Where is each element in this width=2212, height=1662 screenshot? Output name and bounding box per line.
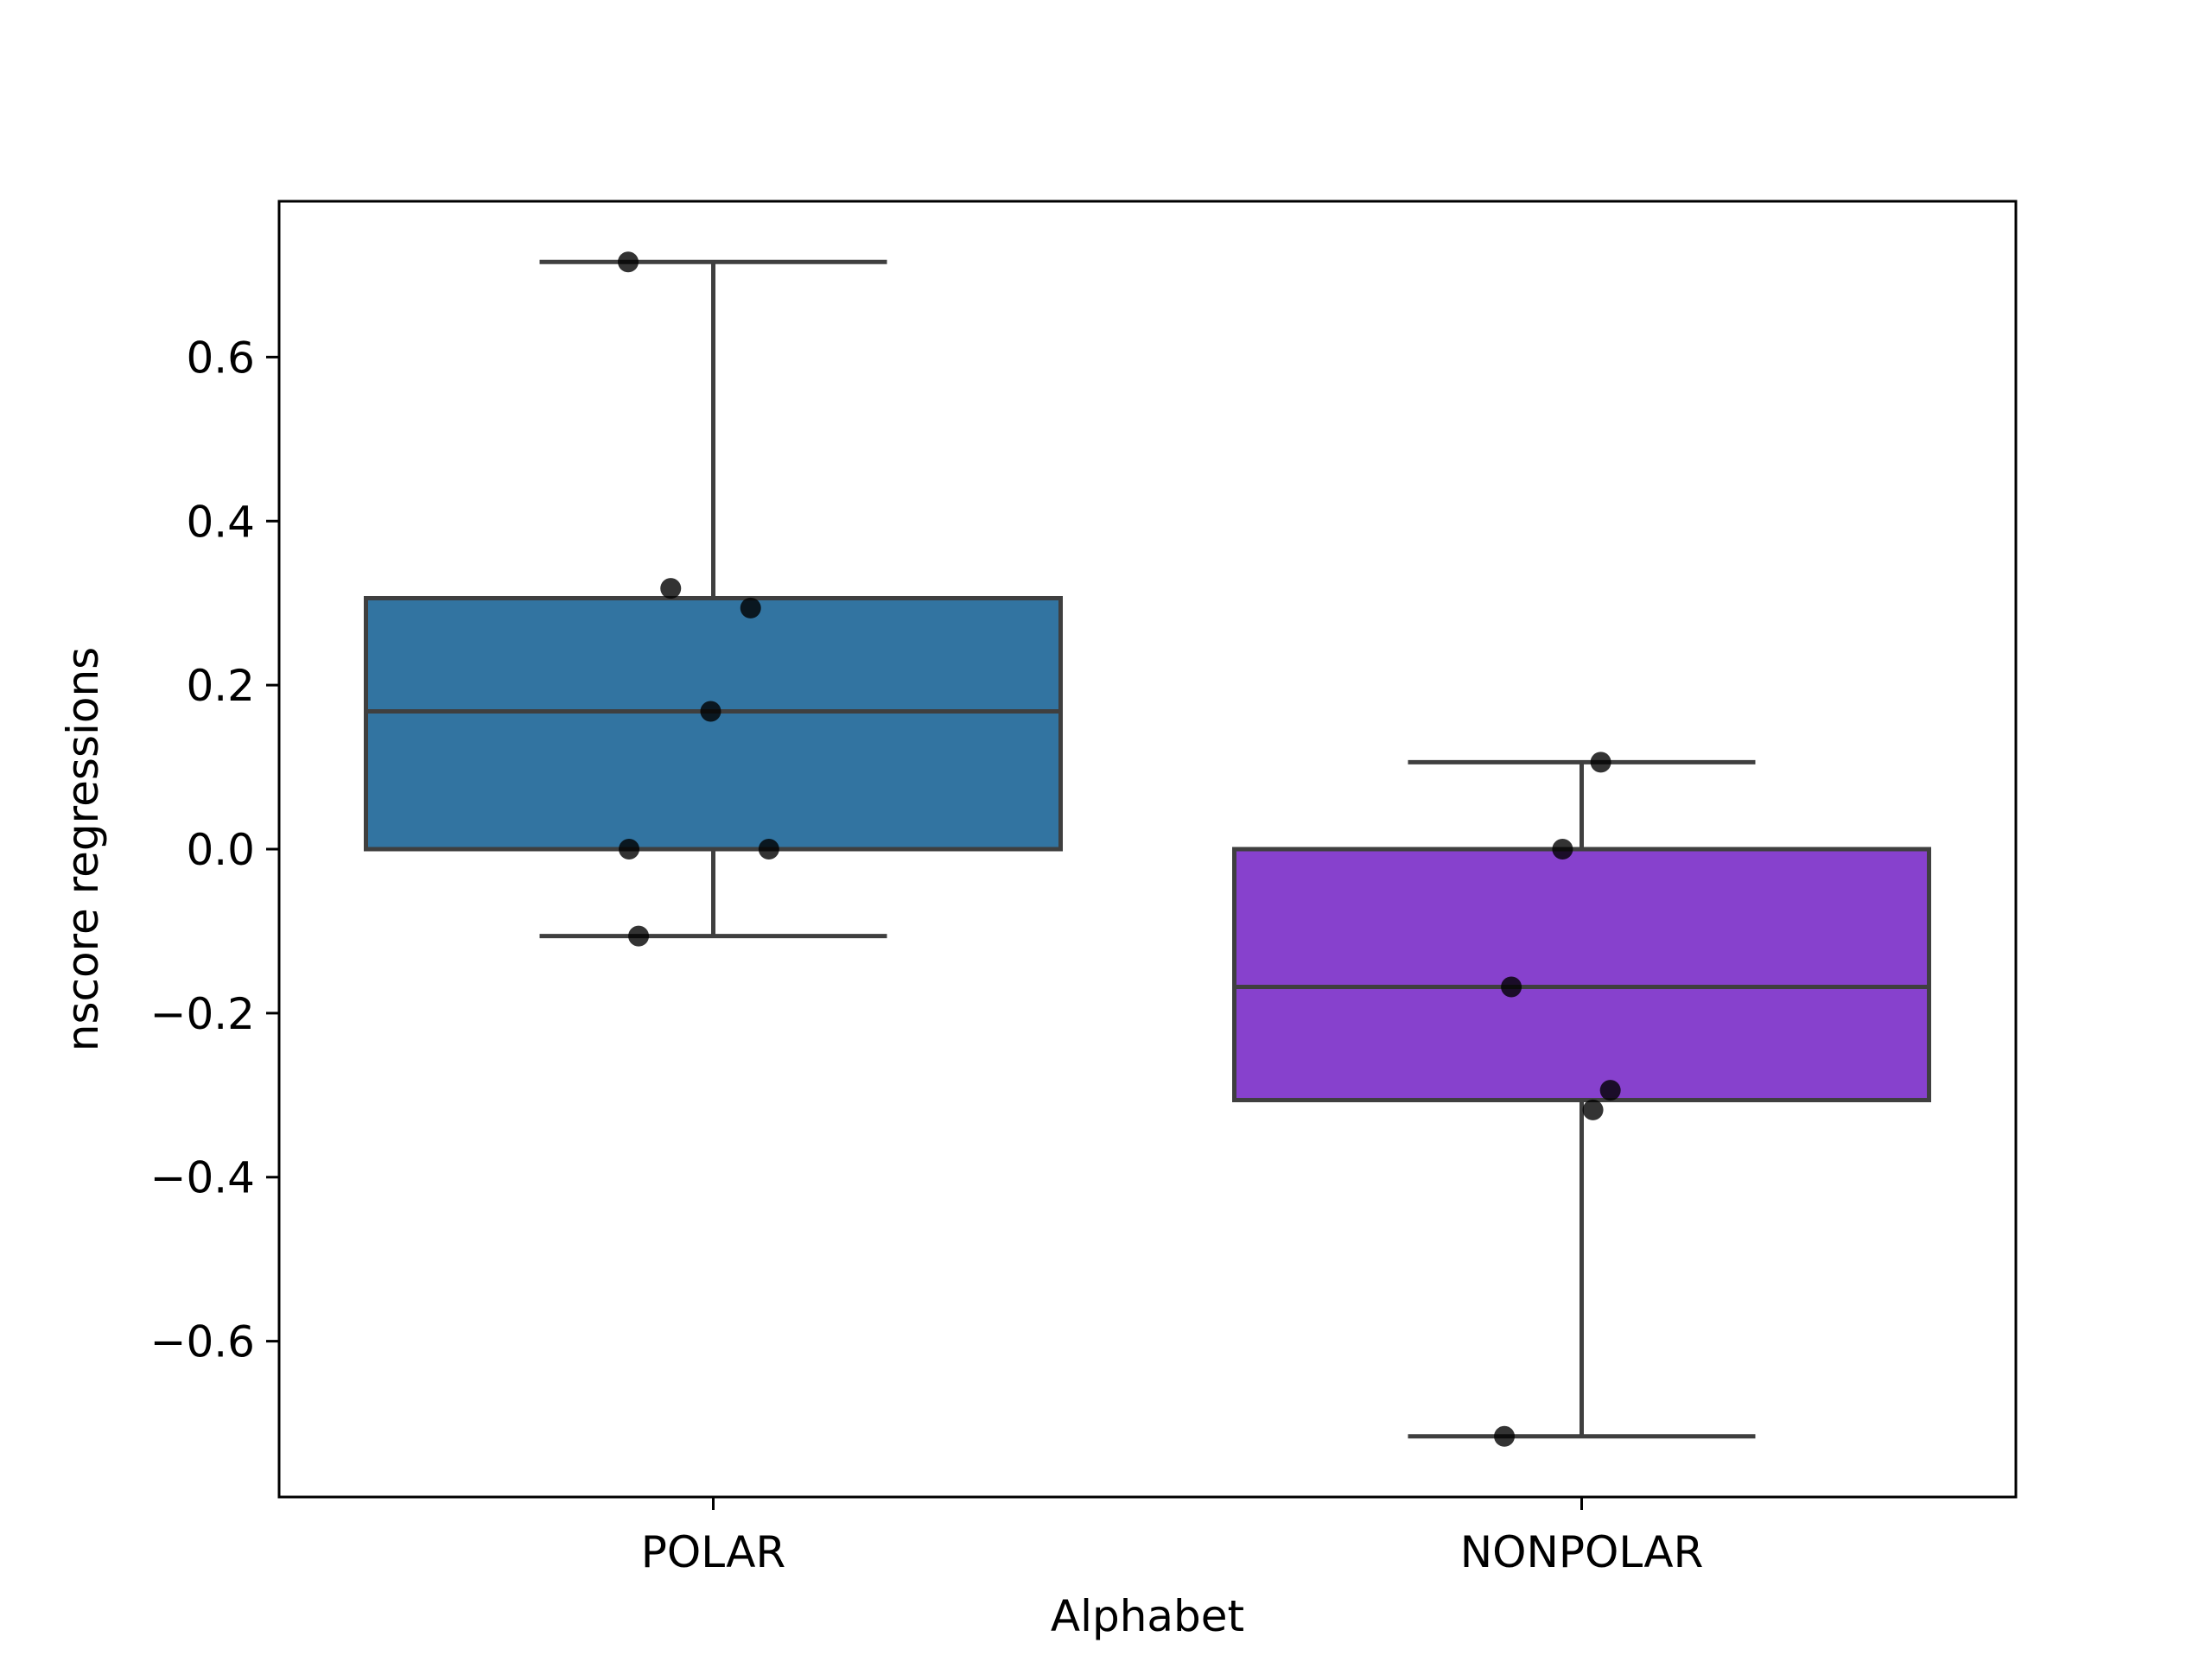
x-tick-label: POLAR: [641, 1527, 785, 1577]
data-point: [628, 925, 650, 947]
data-point: [1582, 1099, 1604, 1120]
y-tick-label: 0.4: [186, 497, 255, 547]
box-group-nonpolar: [1232, 759, 1931, 1439]
data-point: [1599, 1080, 1621, 1101]
y-tick-label: 0.6: [186, 333, 255, 383]
data-point: [1501, 976, 1522, 998]
y-tick-label: 0.2: [186, 661, 255, 711]
data-point: [1494, 1425, 1516, 1447]
y-tick-label: −0.6: [150, 1317, 255, 1367]
y-axis: −0.6 −0.4 −0.2 0.0 0.2 0.4 0.6: [150, 333, 279, 1367]
data-point: [660, 578, 682, 599]
data-point: [1552, 839, 1573, 860]
data-point: [618, 251, 639, 273]
x-tick-label: NONPOLAR: [1460, 1527, 1704, 1577]
y-tick-label: −0.4: [150, 1153, 255, 1203]
box-polar: [364, 595, 1063, 852]
data-point: [740, 597, 761, 618]
y-tick-label: 0.0: [186, 825, 255, 875]
data-point: [700, 701, 721, 722]
y-tick-label: −0.2: [150, 989, 255, 1039]
x-axis: POLAR NONPOLAR: [641, 1497, 1704, 1577]
points-layer: [618, 251, 1621, 1447]
boxes-layer: [364, 259, 1931, 1439]
data-point: [758, 839, 779, 860]
data-point: [619, 839, 640, 860]
y-axis-label: nscore regressions: [58, 647, 108, 1051]
data-point: [1590, 752, 1611, 773]
box-nonpolar: [1232, 847, 1931, 1103]
x-axis-label: Alphabet: [1051, 1591, 1244, 1641]
box-group-polar: [364, 259, 1063, 939]
